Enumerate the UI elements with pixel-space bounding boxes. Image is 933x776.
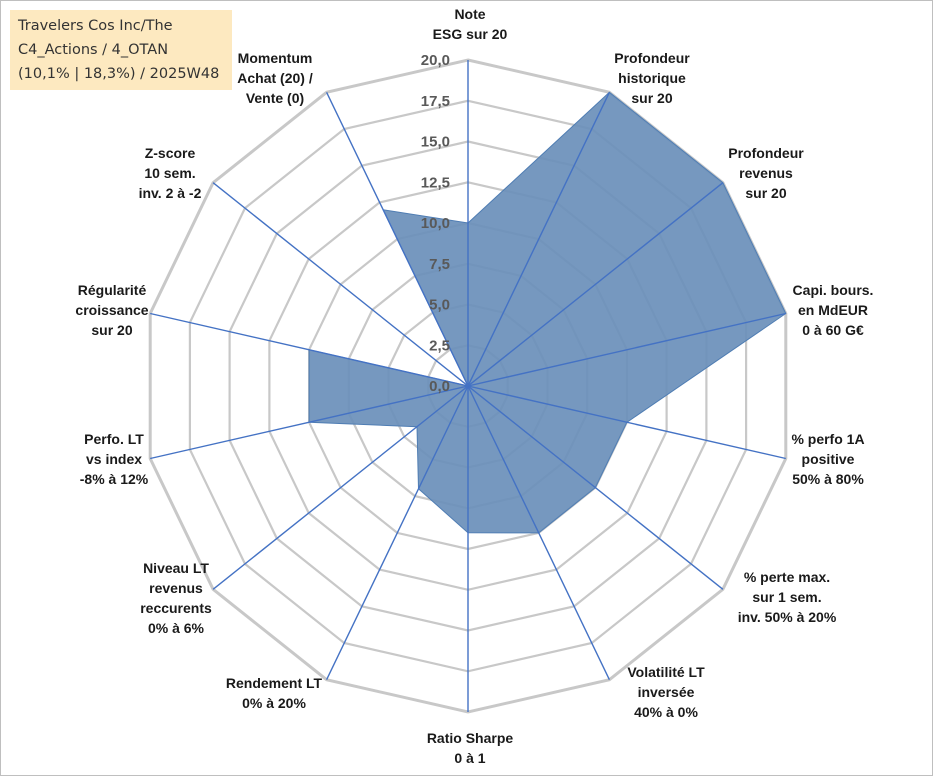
category-labels: Note ESG sur 20 Profondeur historique sur 20… <box>75 6 873 766</box>
tick-label: 20,0 <box>421 52 450 69</box>
axis-spoke <box>467 91 611 387</box>
category-label: Profondeur historique sur 20 <box>614 50 690 106</box>
axis-spoke <box>467 312 786 387</box>
category-label: Z-score 10 sem. inv. 2 à -2 <box>139 145 202 201</box>
category-label: Capi. bours. en MdEUR 0 à 60 G€ <box>793 282 874 338</box>
category-label: Perfo. LT vs index -8% à 12% <box>80 431 149 487</box>
tick-label: 15,0 <box>421 134 450 151</box>
axis-spoke <box>467 385 724 590</box>
tick-label: 10,0 <box>421 215 450 232</box>
axis-spoke <box>212 182 469 387</box>
category-label: Note ESG sur 20 <box>433 6 508 42</box>
tick-label: 12,5 <box>421 174 450 191</box>
axis-spoke <box>467 182 724 387</box>
category-label: % perfo 1A positive 50% à 80% <box>791 431 864 487</box>
category-label: Régularité croissance sur 20 <box>75 282 148 338</box>
category-label: Rendement LT 0% à 20% <box>226 675 323 711</box>
series-layer <box>308 91 787 534</box>
series-area <box>308 91 787 534</box>
category-label: Volatilité LT inversée 40% à 0% <box>627 664 705 720</box>
spoke-layer <box>150 60 786 712</box>
axis-spoke <box>325 91 469 387</box>
tick-label: 17,5 <box>421 93 450 110</box>
axis-spoke <box>467 385 786 460</box>
title-line: (10,1% | 18,3%) / 2025W48 <box>18 66 220 82</box>
axis-spoke <box>467 385 611 681</box>
axis-spoke <box>150 385 469 460</box>
category-label: Profondeur revenus sur 20 <box>728 145 804 201</box>
category-label: Niveau LT revenus reccurents 0% à 6% <box>140 560 212 636</box>
category-label: % perte max. sur 1 sem. inv. 50% à 20% <box>738 569 837 625</box>
title-line: C4_Actions / 4_OTAN <box>18 42 169 58</box>
tick-label: 5,0 <box>429 297 450 314</box>
tick-label: 7,5 <box>429 256 450 273</box>
category-label: Ratio Sharpe 0 à 1 <box>427 730 514 766</box>
axis-spoke <box>150 312 469 387</box>
chart-title-box: Travelers Cos Inc/The C4_Actions / 4_OTA… <box>10 10 232 90</box>
axis-spoke <box>325 385 469 681</box>
tick-label: 2,5 <box>429 337 450 354</box>
title-line: Travelers Cos Inc/The <box>18 18 173 34</box>
category-label: Momentum Achat (20) / Vente (0) <box>237 50 313 106</box>
tick-labels: 0,0 2,5 5,0 7,5 10,0 12,5 15,0 17,5 20,0 <box>421 52 450 395</box>
axis-spoke <box>212 385 469 590</box>
tick-label: 0,0 <box>429 378 450 395</box>
